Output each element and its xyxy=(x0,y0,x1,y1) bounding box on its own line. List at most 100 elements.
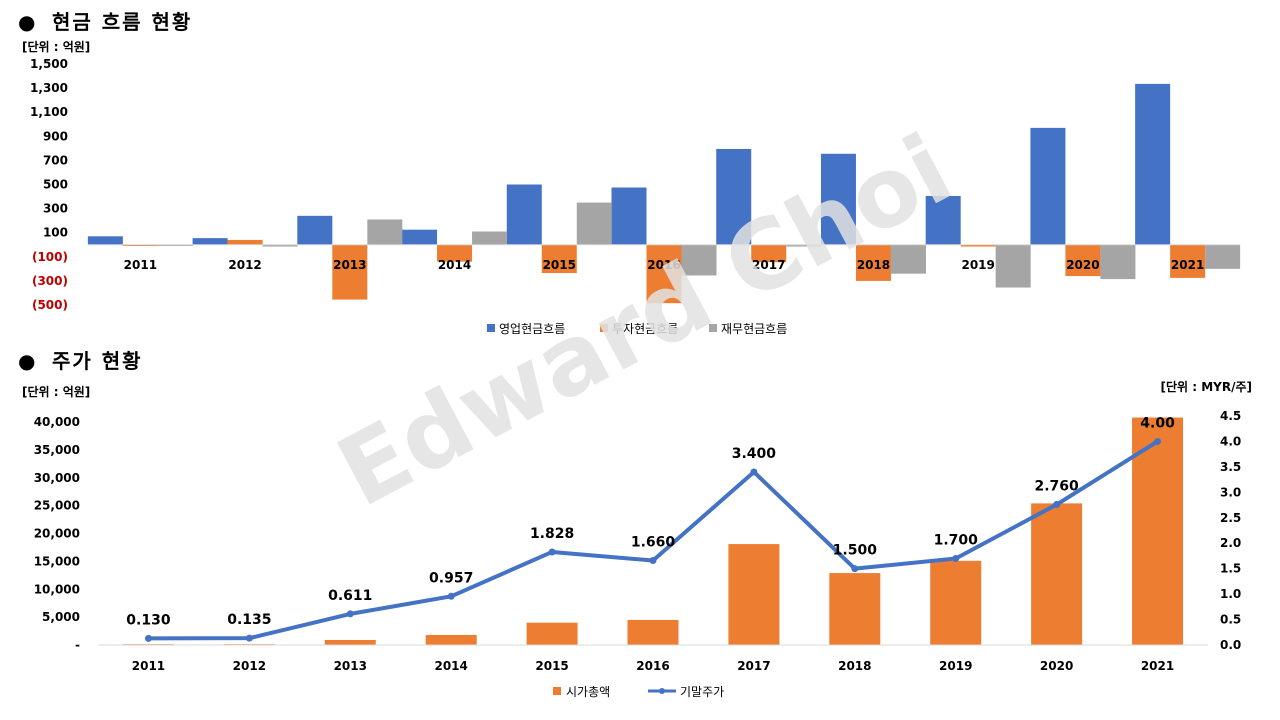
stock-x-tick-label: 2015 xyxy=(535,659,568,673)
stock-x-tick-label: 2019 xyxy=(939,659,972,673)
cashflow-legend-label: 재무현금흐름 xyxy=(721,322,787,336)
market-cap-legend-label: 시가총액 xyxy=(566,685,610,699)
cashflow-y-tick-label: 1,100 xyxy=(30,105,68,119)
stock-title: 주가 현황 xyxy=(52,349,143,373)
stock-x-tick-label: 2020 xyxy=(1040,659,1073,673)
market-cap-bar xyxy=(1132,417,1184,645)
share-price-point xyxy=(952,554,960,562)
cashflow-bar-investing xyxy=(751,244,787,263)
cashflow-bar-operating xyxy=(611,187,647,245)
cashflow-legend-label: 영업현금흐름 xyxy=(499,322,565,336)
cashflow-x-tick-label: 2016 xyxy=(647,258,680,272)
stock-header: ● 주가 현황 [단위 : 억원] [단위 : MYR/주] xyxy=(18,349,1252,399)
stock-x-tick-label: 2014 xyxy=(434,659,467,673)
stock-bullet: ● xyxy=(18,349,35,373)
market-cap-bar xyxy=(627,619,679,645)
share-price-point xyxy=(649,557,657,565)
cashflow-legend-swatch xyxy=(487,324,495,332)
cashflow-y-tick-label: 1,500 xyxy=(30,57,68,71)
cashflow-bar-operating xyxy=(506,184,542,245)
stock-right-tick-label: 4.0 xyxy=(1220,434,1241,448)
share-price-point xyxy=(548,548,556,556)
cashflow-bar-financing xyxy=(157,244,193,246)
cashflow-bar-investing xyxy=(332,244,368,300)
market-cap-bar xyxy=(829,573,881,645)
stock-left-tick-label: - xyxy=(75,638,80,652)
cashflow-bar-investing xyxy=(855,244,891,281)
market-cap-legend-swatch xyxy=(553,687,561,695)
cashflow-chart: 1,500 1,300 1,100 900 700 500 300 100 (100) (300)… xyxy=(30,57,1241,336)
stock-right-tick-label: 3.0 xyxy=(1220,485,1241,499)
stock-right-tick-label: 0.0 xyxy=(1220,638,1241,652)
stock-x-tick-label: 2013 xyxy=(334,659,367,673)
share-price-data-label: 2.760 xyxy=(1034,479,1079,495)
cashflow-bar-operating xyxy=(1030,127,1066,245)
cashflow-bar-investing xyxy=(1065,244,1101,277)
share-price-data-label: 1.660 xyxy=(631,535,676,551)
cashflow-bar-operating xyxy=(716,148,752,245)
cashflow-unit-label: [단위 : 억원] xyxy=(22,39,90,54)
cashflow-bar-financing xyxy=(472,231,508,245)
cashflow-header: ● 현금 흐름 현황 [단위 : 억원] xyxy=(18,10,190,54)
share-price-point xyxy=(750,468,758,476)
cashflow-bar-operating xyxy=(192,238,228,245)
cashflow-x-tick-label: 2015 xyxy=(543,258,576,272)
cashflow-x-tick-label: 2021 xyxy=(1171,258,1204,272)
share-price-point xyxy=(245,634,253,642)
cashflow-bar-investing xyxy=(227,239,263,245)
cashflow-bar-financing xyxy=(262,244,298,247)
cashflow-bullet: ● xyxy=(18,10,35,34)
cashflow-x-tick-label: 2013 xyxy=(333,258,366,272)
cashflow-bar-investing xyxy=(541,244,577,274)
stock-right-tick-label: 2.0 xyxy=(1220,536,1241,550)
stock-left-tick-label: 25,000 xyxy=(34,499,80,513)
share-price-point xyxy=(346,610,354,618)
cashflow-bar-investing xyxy=(437,244,473,262)
share-price-data-label: 0.130 xyxy=(126,612,171,628)
cashflow-legend-label: 투자현금흐름 xyxy=(612,322,678,336)
cashflow-bar-investing xyxy=(646,244,682,304)
stock-x-tick-label: 2018 xyxy=(838,659,871,673)
market-cap-bar xyxy=(728,544,780,645)
cashflow-bar-financing xyxy=(576,202,612,245)
stock-left-tick-label: 5,000 xyxy=(42,610,80,624)
stock-right-tick-label: 3.5 xyxy=(1220,460,1241,474)
cashflow-y-tick-label: 300 xyxy=(43,202,68,216)
cashflow-y-tick-label: 100 xyxy=(43,226,68,240)
cashflow-x-tick-label: 2011 xyxy=(124,258,157,272)
cashflow-legend-swatch xyxy=(709,324,717,332)
market-cap-bar xyxy=(324,639,376,645)
share-price-legend-label: 기말주가 xyxy=(680,685,724,699)
market-cap-bar xyxy=(1031,503,1083,645)
stock-left-tick-label: 20,000 xyxy=(34,527,80,541)
stock-x-tick-label: 2016 xyxy=(636,659,669,673)
stock-unit-right-label: [단위 : MYR/주] xyxy=(1161,379,1253,394)
cashflow-bar-financing xyxy=(890,244,926,274)
cashflow-bar-financing xyxy=(786,244,822,247)
share-price-data-label: 1.500 xyxy=(833,543,878,559)
market-cap-bar xyxy=(930,560,982,645)
stock-chart: 40,000 35,000 30,000 25,000 20,000 15,000 10,0… xyxy=(34,409,1242,699)
cashflow-y-tick-label: 900 xyxy=(43,129,68,143)
share-price-point xyxy=(447,592,455,600)
stock-left-tick-label: 10,000 xyxy=(34,582,80,596)
cashflow-y-tick-label: (500) xyxy=(32,298,68,312)
stock-left-tick-label: 30,000 xyxy=(34,471,80,485)
cashflow-bar-operating xyxy=(925,195,961,245)
stock-x-tick-label: 2021 xyxy=(1141,659,1174,673)
cashflow-bar-financing xyxy=(367,219,403,245)
stock-right-tick-label: 4.5 xyxy=(1220,409,1241,423)
cashflow-y-tick-label: (300) xyxy=(32,274,68,288)
cashflow-bar-investing xyxy=(1170,244,1206,278)
cashflow-bar-financing xyxy=(1205,244,1241,269)
share-price-data-label: 1.700 xyxy=(934,532,979,548)
cashflow-x-tick-label: 2018 xyxy=(857,258,890,272)
share-price-data-label: 4.00 xyxy=(1140,415,1175,431)
cashflow-bar-financing xyxy=(1100,244,1136,280)
cashflow-bar-financing xyxy=(681,244,717,276)
cashflow-bar-financing xyxy=(995,244,1031,288)
cashflow-bar-operating xyxy=(820,153,856,245)
market-cap-bar xyxy=(425,634,477,645)
stock-left-tick-label: 15,000 xyxy=(34,554,80,568)
cashflow-bar-investing xyxy=(960,244,996,247)
